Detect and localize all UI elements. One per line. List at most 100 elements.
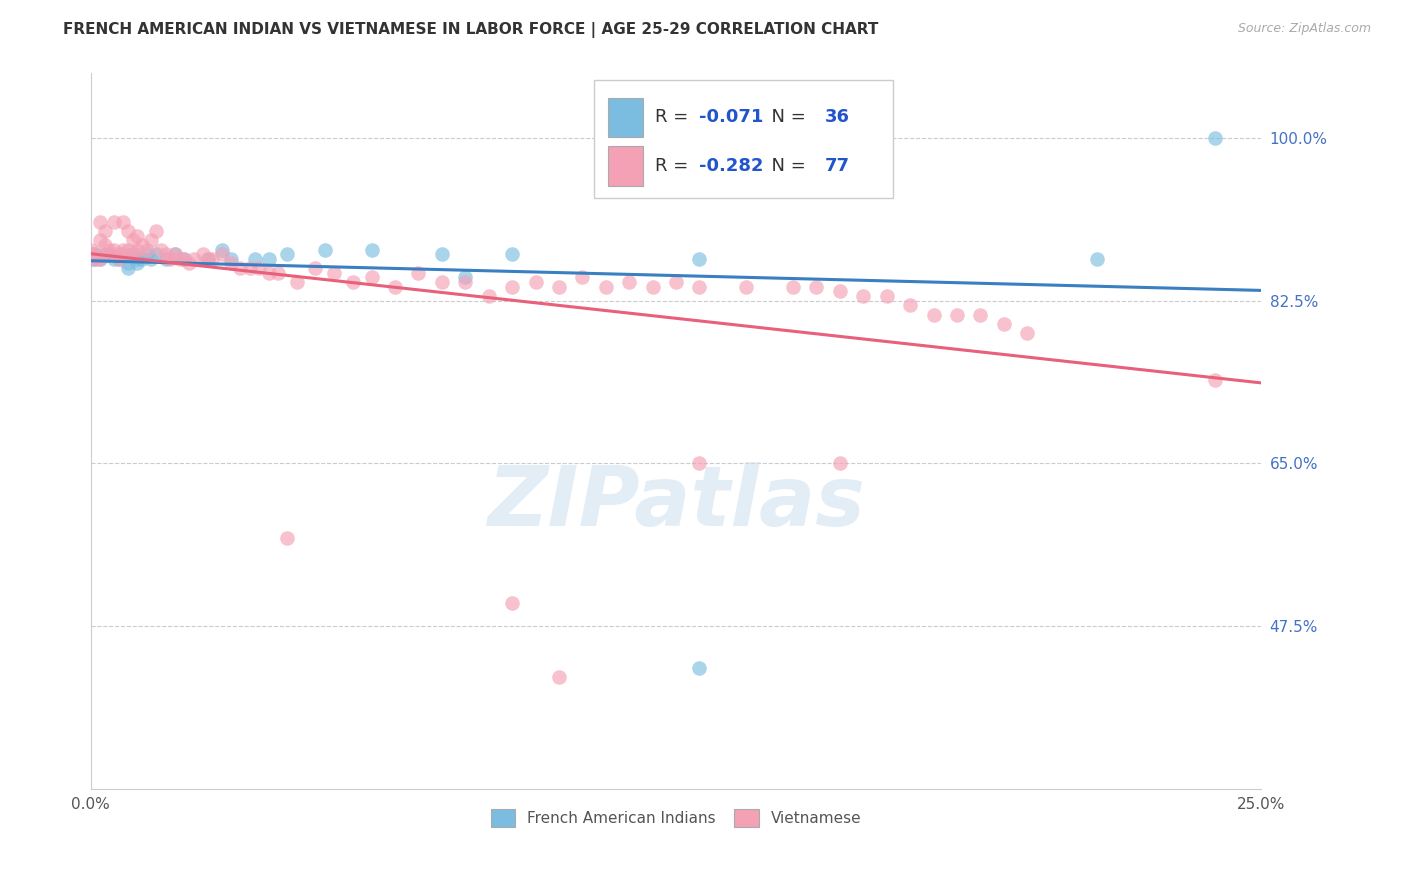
FancyBboxPatch shape	[609, 97, 643, 137]
Point	[89, 233, 111, 247]
Point	[89, 252, 111, 266]
Point	[898, 298, 921, 312]
Point	[501, 279, 523, 293]
Point	[688, 279, 710, 293]
Point	[121, 247, 143, 261]
Point	[478, 289, 501, 303]
Point	[163, 247, 186, 261]
Point	[84, 247, 107, 261]
Point	[89, 215, 111, 229]
Point	[135, 243, 157, 257]
Point	[117, 224, 139, 238]
Point	[93, 238, 115, 252]
Point	[342, 275, 364, 289]
Point	[219, 256, 242, 270]
Text: N =: N =	[761, 108, 811, 127]
Point	[112, 215, 135, 229]
Point	[84, 247, 107, 261]
Point	[969, 308, 991, 322]
Point	[103, 243, 125, 257]
Point	[121, 247, 143, 261]
Point	[735, 279, 758, 293]
Point	[127, 256, 149, 270]
Point	[548, 670, 571, 684]
Point	[84, 252, 107, 266]
Point	[946, 308, 969, 322]
Point	[501, 596, 523, 610]
Point	[84, 252, 107, 266]
Point	[211, 243, 233, 257]
Point	[876, 289, 898, 303]
Point	[243, 252, 266, 266]
Point	[617, 275, 640, 289]
Point	[257, 252, 280, 266]
Point	[155, 252, 177, 266]
Text: 77: 77	[825, 157, 849, 175]
Point	[145, 247, 167, 261]
Point	[93, 224, 115, 238]
Point	[201, 252, 224, 266]
Point	[159, 252, 181, 266]
Point	[323, 266, 346, 280]
Point	[98, 247, 121, 261]
Point	[384, 279, 406, 293]
Point	[79, 243, 101, 257]
Point	[117, 256, 139, 270]
Point	[173, 252, 195, 266]
Point	[688, 252, 710, 266]
Point	[922, 308, 945, 322]
Point	[197, 252, 219, 266]
Point	[239, 261, 262, 276]
Point	[501, 247, 523, 261]
Point	[304, 261, 326, 276]
Point	[127, 228, 149, 243]
Point	[169, 252, 191, 266]
Point	[408, 266, 430, 280]
Point	[247, 261, 270, 276]
Point	[688, 661, 710, 675]
Point	[993, 317, 1015, 331]
Point	[98, 243, 121, 257]
Point	[454, 270, 477, 285]
Point	[107, 252, 129, 266]
Point	[548, 279, 571, 293]
Point	[852, 289, 875, 303]
Point	[141, 233, 163, 247]
Point	[79, 252, 101, 266]
Point	[79, 247, 101, 261]
Point	[173, 252, 195, 266]
Point	[103, 215, 125, 229]
Point	[641, 279, 664, 293]
Point	[1204, 131, 1226, 145]
Point	[121, 233, 143, 247]
Text: R =: R =	[655, 108, 695, 127]
Point	[257, 266, 280, 280]
Point	[112, 247, 135, 261]
Point	[314, 243, 336, 257]
Point	[229, 261, 252, 276]
Text: 36: 36	[825, 108, 849, 127]
Point	[127, 243, 149, 257]
Point	[828, 285, 851, 299]
Point	[183, 252, 205, 266]
Point	[177, 256, 200, 270]
FancyBboxPatch shape	[595, 80, 893, 198]
Point	[141, 252, 163, 266]
Point	[117, 261, 139, 276]
Point	[112, 243, 135, 257]
Point	[155, 247, 177, 261]
Point	[1087, 252, 1109, 266]
FancyBboxPatch shape	[609, 146, 643, 186]
Point	[135, 247, 157, 261]
Point	[430, 247, 453, 261]
Point	[267, 266, 290, 280]
Point	[360, 270, 382, 285]
Point	[806, 279, 828, 293]
Point	[828, 456, 851, 470]
Point	[524, 275, 547, 289]
Point	[149, 243, 172, 257]
Point	[79, 247, 101, 261]
Legend: French American Indians, Vietnamese: French American Indians, Vietnamese	[482, 802, 869, 835]
Point	[89, 252, 111, 266]
Point	[219, 252, 242, 266]
